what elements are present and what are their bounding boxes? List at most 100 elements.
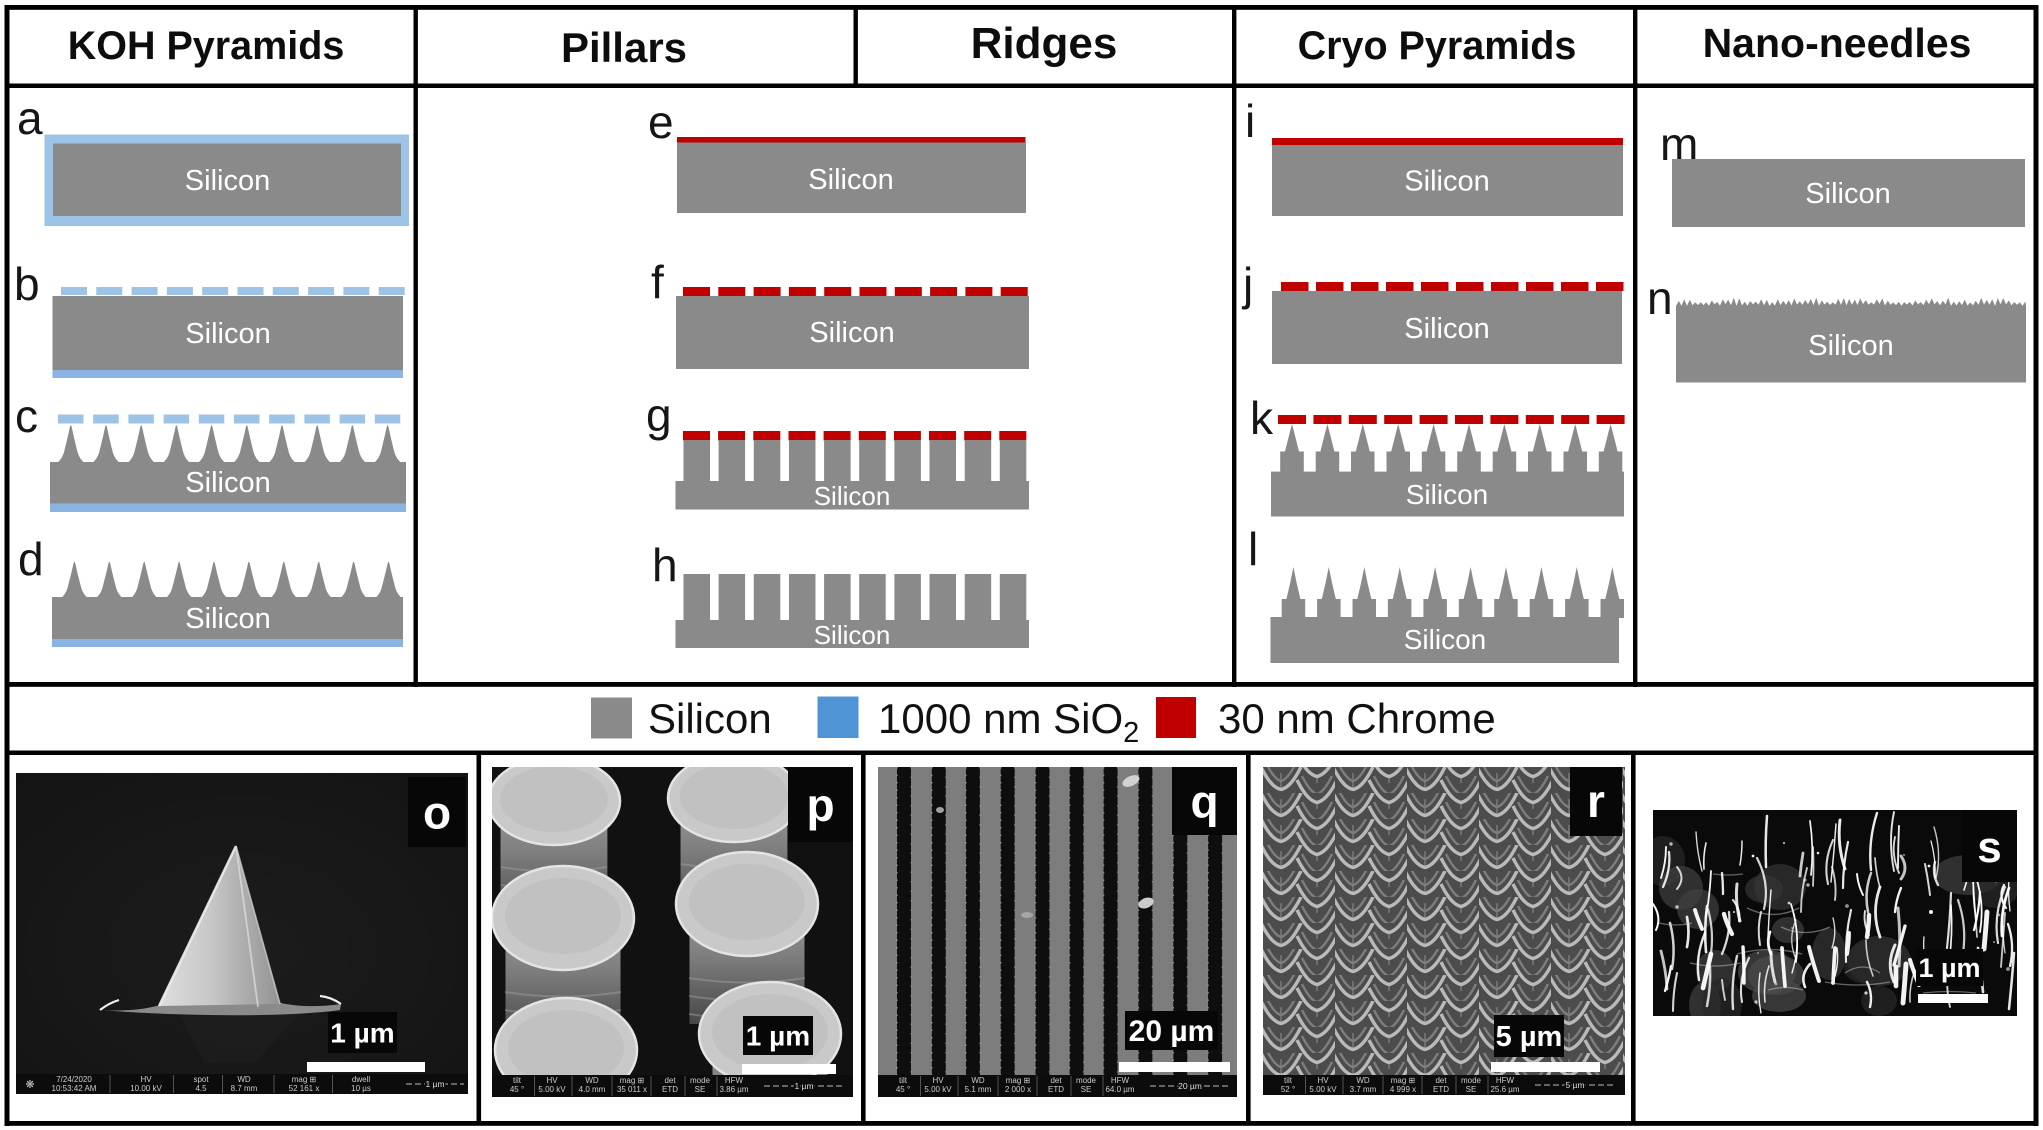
svg-text:Ridges: Ridges — [971, 19, 1118, 68]
svg-text:5.00 kV: 5.00 kV — [924, 1085, 952, 1094]
svg-text:Nano-needles: Nano-needles — [1703, 20, 1972, 66]
svg-text:p: p — [806, 779, 834, 831]
svg-text:f: f — [651, 256, 664, 308]
svg-text:mode: mode — [690, 1076, 711, 1085]
svg-text:KOH Pyramids: KOH Pyramids — [68, 24, 345, 68]
svg-text:SE: SE — [695, 1085, 706, 1094]
svg-text:HV: HV — [140, 1075, 152, 1084]
svg-text:HV: HV — [932, 1076, 944, 1085]
svg-text:1 µm: 1 µm — [746, 1020, 810, 1051]
svg-text:det: det — [1435, 1076, 1447, 1085]
svg-text:b: b — [14, 258, 40, 310]
svg-text:30 nm Chrome: 30 nm Chrome — [1218, 695, 1496, 742]
svg-text:Silicon: Silicon — [1808, 330, 1893, 362]
svg-text:Silicon: Silicon — [1805, 178, 1890, 210]
svg-text:20 µm: 20 µm — [1129, 1015, 1215, 1048]
svg-text:5 µm: 5 µm — [1496, 1021, 1563, 1053]
svg-text:WD: WD — [237, 1075, 251, 1084]
svg-text:45 °: 45 ° — [510, 1085, 524, 1094]
svg-text:det: det — [1050, 1076, 1062, 1085]
svg-text:mag ⊞: mag ⊞ — [1006, 1076, 1031, 1085]
svg-text:WD: WD — [585, 1076, 599, 1085]
svg-text:Silicon: Silicon — [808, 164, 893, 196]
svg-text:Cryo Pyramids: Cryo Pyramids — [1298, 24, 1577, 68]
svg-text:10 µs: 10 µs — [351, 1084, 371, 1093]
svg-text:j: j — [1241, 258, 1253, 310]
svg-text:1 µm: 1 µm — [330, 1017, 394, 1048]
svg-text:5.1 mm: 5.1 mm — [965, 1085, 992, 1094]
svg-text:3.86 µm: 3.86 µm — [719, 1085, 748, 1094]
svg-text:WD: WD — [1356, 1076, 1370, 1085]
svg-text:4.0 mm: 4.0 mm — [579, 1085, 606, 1094]
svg-text:❋: ❋ — [25, 1079, 34, 1091]
svg-text:Silicon: Silicon — [185, 603, 270, 635]
svg-text:tilt: tilt — [513, 1076, 522, 1085]
svg-text:i: i — [1245, 95, 1255, 147]
svg-text:Silicon: Silicon — [1404, 313, 1489, 345]
svg-text:ETD: ETD — [1433, 1085, 1449, 1094]
svg-text:10:53:42 AM: 10:53:42 AM — [52, 1084, 97, 1093]
svg-text:s: s — [1977, 823, 2001, 872]
svg-text:SE: SE — [1466, 1085, 1477, 1094]
svg-text:10.00 kV: 10.00 kV — [130, 1084, 162, 1093]
svg-text:mag ⊞: mag ⊞ — [292, 1075, 317, 1084]
svg-text:o: o — [423, 787, 451, 839]
svg-text:5.00 kV: 5.00 kV — [538, 1085, 566, 1094]
svg-text:Silicon: Silicon — [185, 165, 270, 197]
svg-text:Silicon: Silicon — [185, 467, 270, 499]
svg-text:HFW: HFW — [1496, 1076, 1515, 1085]
svg-text:SE: SE — [1081, 1085, 1092, 1094]
svg-text:1000 nm SiO2: 1000 nm SiO2 — [878, 695, 1139, 749]
svg-text:5.00 kV: 5.00 kV — [1309, 1085, 1337, 1094]
svg-text:2 000 x: 2 000 x — [1005, 1085, 1031, 1094]
svg-text:a: a — [17, 92, 43, 144]
svg-text:35 011 x: 35 011 x — [617, 1085, 647, 1094]
svg-text:HV: HV — [1317, 1076, 1329, 1085]
svg-text:tilt: tilt — [899, 1076, 908, 1085]
svg-text:25.6 µm: 25.6 µm — [1490, 1085, 1519, 1094]
svg-text:q: q — [1190, 776, 1218, 828]
svg-text:e: e — [648, 96, 674, 148]
svg-text:mode: mode — [1076, 1076, 1097, 1085]
svg-text:20 µm: 20 µm — [1178, 1081, 1202, 1091]
svg-text:mode: mode — [1461, 1076, 1482, 1085]
svg-text:r: r — [1587, 775, 1605, 827]
svg-text:ETD: ETD — [1048, 1085, 1064, 1094]
svg-text:det: det — [664, 1076, 676, 1085]
svg-text:Silicon: Silicon — [814, 620, 891, 650]
svg-text:HV: HV — [546, 1076, 558, 1085]
svg-text:3.7 mm: 3.7 mm — [1350, 1085, 1377, 1094]
svg-text:c: c — [15, 390, 38, 442]
svg-text:Silicon: Silicon — [648, 695, 772, 742]
svg-text:1 µm: 1 µm — [794, 1081, 813, 1091]
svg-text:Silicon: Silicon — [814, 481, 891, 511]
svg-text:4 999 x: 4 999 x — [1390, 1085, 1416, 1094]
svg-text:52 161 x: 52 161 x — [289, 1084, 320, 1093]
svg-text:8.7 mm: 8.7 mm — [231, 1084, 258, 1093]
svg-text:d: d — [18, 533, 44, 585]
svg-text:Silicon: Silicon — [1404, 624, 1486, 655]
svg-text:Pillars: Pillars — [561, 24, 687, 71]
svg-text:mag ⊞: mag ⊞ — [1391, 1076, 1416, 1085]
svg-text:dwell: dwell — [352, 1075, 370, 1084]
svg-text:Silicon: Silicon — [185, 318, 270, 350]
svg-text:5 µm: 5 µm — [1565, 1080, 1584, 1090]
svg-text:g: g — [646, 389, 672, 441]
svg-text:Silicon: Silicon — [1404, 166, 1489, 198]
svg-text:HFW: HFW — [1111, 1076, 1130, 1085]
svg-text:WD: WD — [971, 1076, 985, 1085]
svg-text:mag ⊞: mag ⊞ — [620, 1076, 645, 1085]
svg-text:Silicon: Silicon — [1406, 479, 1488, 510]
svg-text:HFW: HFW — [725, 1076, 744, 1085]
svg-text:ETD: ETD — [662, 1085, 678, 1094]
svg-text:l: l — [1248, 523, 1258, 575]
svg-text:52 °: 52 ° — [1281, 1085, 1295, 1094]
svg-text:1 µm: 1 µm — [1918, 953, 1980, 983]
svg-text:1 µm: 1 µm — [425, 1079, 444, 1089]
svg-text:h: h — [652, 539, 678, 591]
svg-text:spot: spot — [193, 1075, 209, 1084]
svg-text:64.0 µm: 64.0 µm — [1105, 1085, 1134, 1094]
svg-text:k: k — [1250, 392, 1274, 444]
svg-text:7/24/2020: 7/24/2020 — [56, 1075, 92, 1084]
svg-text:n: n — [1647, 272, 1673, 324]
